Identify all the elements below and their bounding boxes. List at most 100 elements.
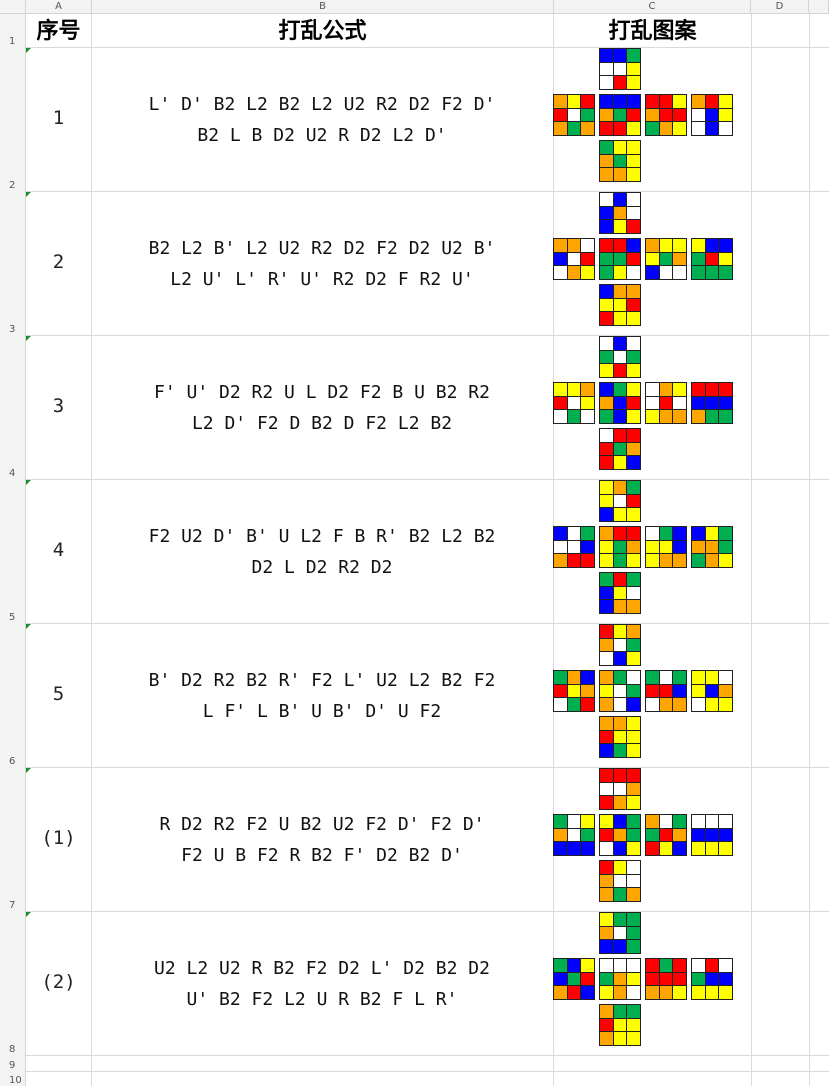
formula-line-1: B2 L2 B' L2 U2 R2 D2 F2 D2 U2 B' [148, 238, 496, 259]
cube-face-f [599, 670, 641, 712]
sticker [659, 972, 673, 986]
cell-index[interactable]: (1) [41, 827, 76, 849]
sticker [627, 986, 640, 999]
sticker [659, 383, 673, 396]
cube-face-u [599, 480, 641, 522]
row-header[interactable]: 8 [0, 911, 26, 1055]
cube-net[interactable] [553, 336, 734, 472]
cell-formula[interactable]: B' D2 R2 B2 R' F2 L' U2 L2 B2 F2 L F' L B… [92, 665, 552, 727]
cell-index[interactable]: 5 [52, 683, 65, 705]
sticker [600, 494, 613, 508]
cube-face-d [599, 1004, 641, 1046]
sticker [600, 861, 613, 874]
row-header[interactable]: 2 [0, 47, 26, 191]
row-header[interactable]: 9 [0, 1055, 26, 1071]
cube-net[interactable] [553, 192, 734, 328]
cell-formula[interactable]: F2 U2 D' B' U L2 F B R' B2 L2 B2 D2 L D2 … [92, 521, 552, 583]
cube-net[interactable] [553, 624, 734, 760]
sticker [673, 108, 686, 122]
column-header-d[interactable]: D [751, 0, 809, 14]
sticker [554, 540, 567, 554]
sticker [613, 252, 627, 266]
sticker [659, 698, 673, 711]
sticker [567, 527, 581, 540]
cell-formula[interactable]: L' D' B2 L2 B2 L2 U2 R2 D2 F2 D' B2 L B D… [92, 89, 552, 151]
sticker [613, 684, 627, 698]
sticker [554, 828, 567, 842]
cube-face-d [599, 428, 641, 470]
sticker [581, 540, 594, 554]
cube-face-f [599, 94, 641, 136]
sticker [692, 252, 705, 266]
sticker [627, 717, 640, 730]
sticker [719, 383, 732, 396]
cell-formula[interactable]: F' U' D2 R2 U L D2 F2 B U B2 R2 L2 D' F2 … [92, 377, 552, 439]
sticker [705, 252, 719, 266]
header-pattern[interactable]: 打乱图案 [608, 19, 697, 44]
header-index[interactable]: 序号 [36, 19, 81, 44]
sticker [581, 554, 594, 567]
select-all-corner[interactable] [0, 0, 26, 14]
row-header[interactable]: 1 [0, 14, 26, 47]
column-header-c[interactable]: C [554, 0, 751, 14]
cube-face-b [691, 238, 733, 280]
sticker [627, 796, 640, 809]
sticker [600, 684, 613, 698]
cube-net[interactable] [553, 480, 734, 616]
cell-index[interactable]: 4 [52, 539, 65, 561]
sticker [600, 796, 613, 809]
sticker [613, 95, 627, 108]
sticker [627, 874, 640, 888]
sticker [646, 95, 659, 108]
sticker [627, 586, 640, 600]
cell-index[interactable]: 1 [52, 107, 65, 129]
sticker [567, 959, 581, 972]
cell-index[interactable]: 3 [52, 395, 65, 417]
sticker [600, 481, 613, 494]
cube-face-f [599, 382, 641, 424]
sticker [554, 122, 567, 135]
cell-index[interactable]: (2) [41, 971, 76, 993]
cube-net[interactable] [553, 768, 734, 904]
sticker [659, 959, 673, 972]
sticker [613, 266, 627, 279]
sticker [567, 986, 581, 999]
sticker [600, 298, 613, 312]
row-header[interactable]: 6 [0, 623, 26, 767]
sticker [581, 95, 594, 108]
cube-face-r [645, 670, 687, 712]
cell-formula[interactable]: B2 L2 B' L2 U2 R2 D2 F2 D2 U2 B' L2 U' L'… [92, 233, 552, 295]
sticker [673, 959, 686, 972]
sticker [646, 383, 659, 396]
cube-face-b [691, 526, 733, 568]
column-header-e[interactable] [809, 0, 829, 14]
row-header[interactable]: 7 [0, 767, 26, 911]
header-formula[interactable]: 打乱公式 [278, 19, 367, 44]
column-header-b[interactable]: B [92, 0, 554, 14]
sticker [613, 540, 627, 554]
sticker [567, 540, 581, 554]
sticker [613, 671, 627, 684]
sticker [613, 842, 627, 855]
cell-formula[interactable]: U2 L2 U2 R B2 F2 D2 L' D2 B2 D2 U' B2 F2 … [92, 953, 552, 1015]
row-header[interactable]: 5 [0, 479, 26, 623]
sticker [627, 49, 640, 62]
sticker [627, 671, 640, 684]
sticker [673, 527, 686, 540]
sticker [659, 527, 673, 540]
row-header[interactable]: 10 [0, 1071, 26, 1086]
sticker [581, 671, 594, 684]
cube-face-f [599, 238, 641, 280]
column-header-a[interactable]: A [26, 0, 92, 14]
row-header[interactable]: 4 [0, 335, 26, 479]
sticker [600, 527, 613, 540]
sticker [600, 730, 613, 744]
cube-net[interactable] [553, 912, 734, 1048]
row-header[interactable]: 3 [0, 191, 26, 335]
cube-net[interactable] [553, 48, 734, 184]
cell-index[interactable]: 2 [52, 251, 65, 273]
sticker [646, 396, 659, 410]
cell-formula[interactable]: R D2 R2 F2 U B2 U2 F2 D' F2 D' F2 U B F2 … [92, 809, 552, 871]
sticker [600, 625, 613, 638]
sticker [554, 986, 567, 999]
